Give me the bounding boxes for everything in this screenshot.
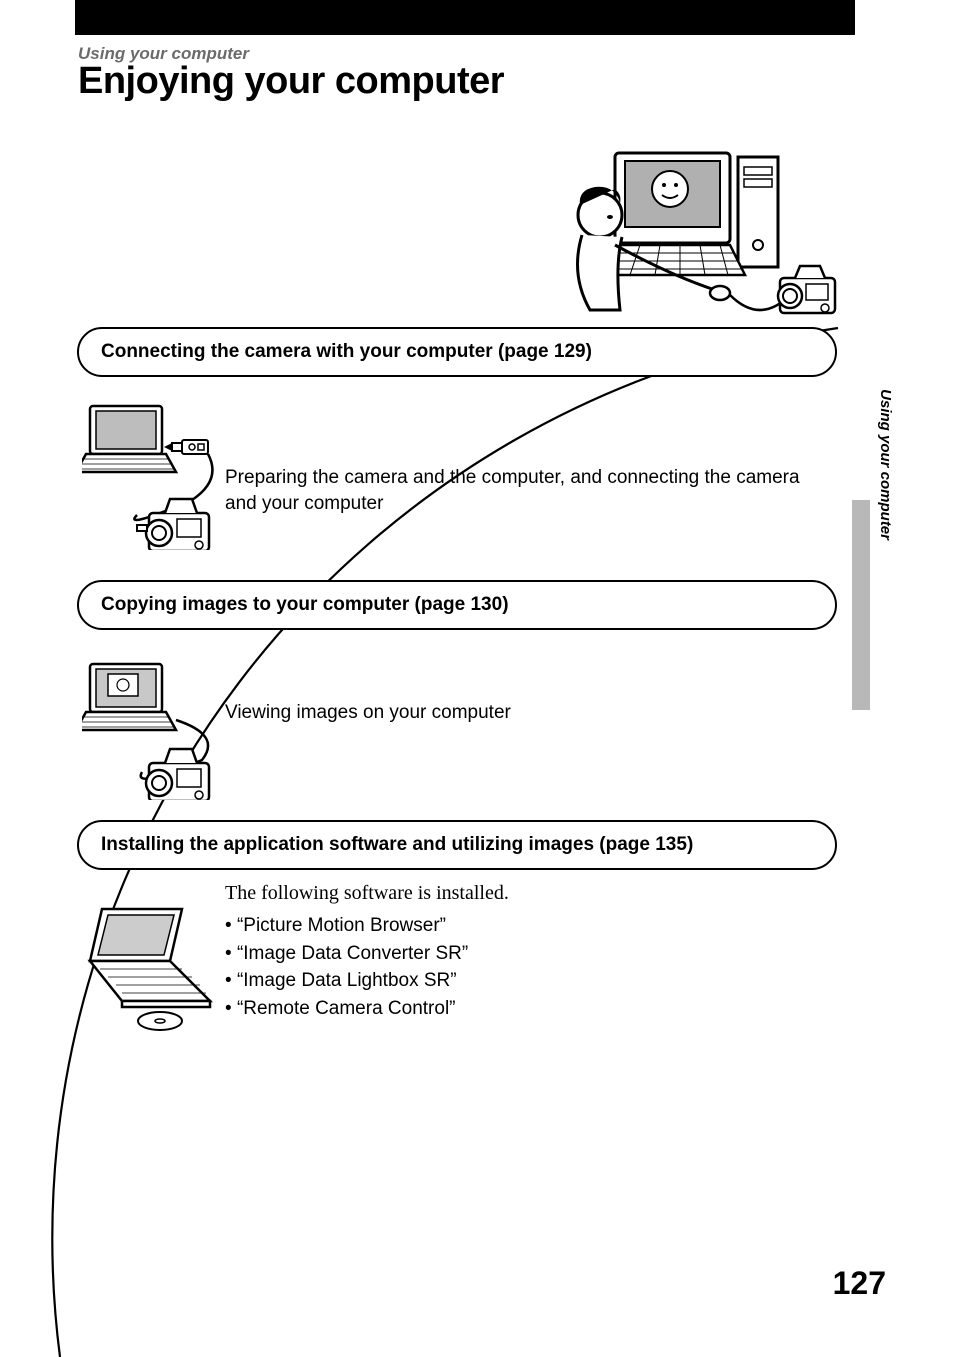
side-tab-marker [852,500,870,710]
section-body-connect: Preparing the camera and the computer, a… [225,465,825,516]
illustration-connect [82,400,232,550]
software-list: “Picture Motion Browser” “Image Data Con… [225,913,825,1022]
page-number: 127 [833,1265,886,1302]
manual-page: Using your computer Enjoying your comput… [0,0,954,1357]
pill-text: Copying images to your computer (page 13… [101,594,509,615]
section-pill-connect: Connecting the camera with your computer… [77,327,837,377]
section-pill-copy: Copying images to your computer (page 13… [77,580,837,630]
software-item: “Image Data Lightbox SR” [225,968,825,994]
hero-illustration [560,145,840,330]
section-body-copy: Viewing images on your computer [225,700,825,726]
section-pill-install: Installing the application software and … [77,820,837,870]
section-body-install: The following software is installed. “Pi… [225,880,825,1024]
software-item: “Remote Camera Control” [225,996,825,1022]
side-tab-label: Using your computer [877,389,894,540]
illustration-install [82,905,222,1035]
software-intro: The following software is installed. [225,880,825,907]
pill-text: Installing the application software and … [101,834,693,855]
software-item: “Picture Motion Browser” [225,913,825,939]
top-black-bar [75,0,855,35]
pill-text: Connecting the camera with your computer… [101,341,592,362]
software-item: “Image Data Converter SR” [225,941,825,967]
page-title: Enjoying your computer [78,60,504,103]
illustration-copy [82,660,232,800]
